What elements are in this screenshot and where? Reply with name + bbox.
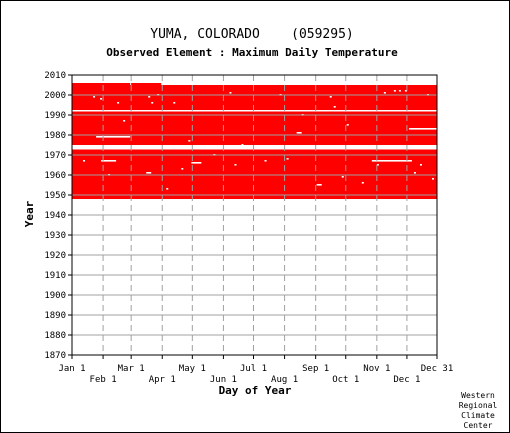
y-tick-label: 2000 (44, 91, 66, 101)
missing-segment (408, 128, 437, 130)
x-tick-label: Apr 1 (149, 375, 176, 385)
y-tick-label: 1990 (44, 111, 66, 121)
y-tick-label: 1920 (44, 251, 66, 261)
y-tick-label: 1880 (44, 331, 66, 341)
x-tick-label: Jan 1 (58, 364, 85, 374)
missing-speck (404, 90, 407, 92)
y-tick-label: 1950 (44, 191, 66, 201)
missing-speck (376, 164, 379, 166)
x-tick-label: May 1 (179, 364, 206, 374)
y-axis: 1870 1880 1890 1900 1910 1920 1930 1940 1950 1960… (44, 71, 72, 361)
missing-speck (419, 164, 422, 166)
missing-segment (101, 160, 117, 162)
y-tick-label: 1940 (44, 211, 66, 221)
missing-speck (117, 102, 120, 104)
chart-title: YUMA, COLORADO (059295) (150, 27, 354, 42)
credit-line-1: Western (461, 391, 495, 400)
y-axis-label: Year (23, 200, 36, 227)
x-axis-label: Day of Year (219, 384, 292, 397)
credit-line-3: Climate (461, 411, 495, 420)
data-layer (72, 83, 437, 199)
missing-segment (371, 160, 412, 162)
y-tick-label: 1930 (44, 231, 66, 241)
y-tick-label: 1970 (44, 151, 66, 161)
missing-speck (151, 102, 154, 104)
missing-speck (383, 92, 386, 94)
missing-speck (329, 96, 332, 98)
missing-speck (229, 92, 232, 94)
missing-row (72, 148, 437, 150)
grid-layer (72, 75, 437, 355)
credit-line-4: Center (464, 421, 493, 430)
y-tick-label: 1870 (44, 351, 66, 361)
x-tick-label: Oct 1 (332, 375, 359, 385)
missing-speck (393, 90, 396, 92)
x-tick-label: Jul 1 (240, 364, 267, 374)
extended-record (72, 83, 131, 87)
x-tick-label: Feb 1 (90, 375, 117, 385)
missing-speck (93, 96, 96, 98)
missing-speck (83, 160, 86, 162)
y-tick-label: 2010 (44, 71, 66, 81)
missing-segment (191, 162, 202, 164)
x-axis: Jan 1 Mar 1 May 1 Jul 1 Sep 1 Nov 1 Dec 31 Feb … (58, 355, 453, 385)
x-tick-label: Dec 31 (421, 364, 454, 374)
y-tick-label: 1980 (44, 131, 66, 141)
x-tick-label: Dec 1 (393, 375, 420, 385)
missing-speck (286, 158, 289, 160)
x-tick-label: Nov 1 (363, 364, 390, 374)
y-tick-label: 1960 (44, 171, 66, 181)
credit-line-2: Regional (459, 401, 498, 410)
missing-speck (166, 188, 169, 190)
y-tick-label: 1900 (44, 291, 66, 301)
missing-speck (413, 172, 416, 174)
missing-speck (173, 102, 176, 104)
x-tick-label: Sep 1 (302, 364, 329, 374)
missing-speck (431, 178, 434, 180)
missing-segment (96, 136, 131, 138)
missing-speck (341, 176, 344, 178)
missing-speck (346, 124, 349, 126)
y-tick-label: 1910 (44, 271, 66, 281)
missing-speck (333, 106, 336, 108)
y-tick-label: 1890 (44, 311, 66, 321)
missing-segment (316, 184, 322, 186)
x-tick-label: Aug 1 (271, 375, 298, 385)
x-tick-label: Jun 1 (210, 375, 237, 385)
missing-speck (398, 90, 401, 92)
missing-speck (148, 96, 151, 98)
missing-speck (181, 168, 184, 170)
missing-segment (146, 172, 152, 174)
missing-speck (241, 144, 244, 146)
missing-speck (264, 160, 267, 162)
missing-speck (234, 164, 237, 166)
missing-row (72, 110, 437, 112)
missing-speck (123, 120, 126, 122)
extended-record (131, 83, 162, 87)
missing-speck (361, 182, 364, 184)
missing-speck (100, 98, 103, 100)
missing-segment (296, 132, 302, 134)
credit-block: Western Regional Climate Center (459, 391, 498, 430)
chart-subtitle: Observed Element : Maximum Daily Tempera… (106, 46, 398, 59)
missing-speck (188, 140, 191, 142)
x-tick-label: Mar 1 (118, 364, 145, 374)
observed-period (72, 149, 437, 199)
